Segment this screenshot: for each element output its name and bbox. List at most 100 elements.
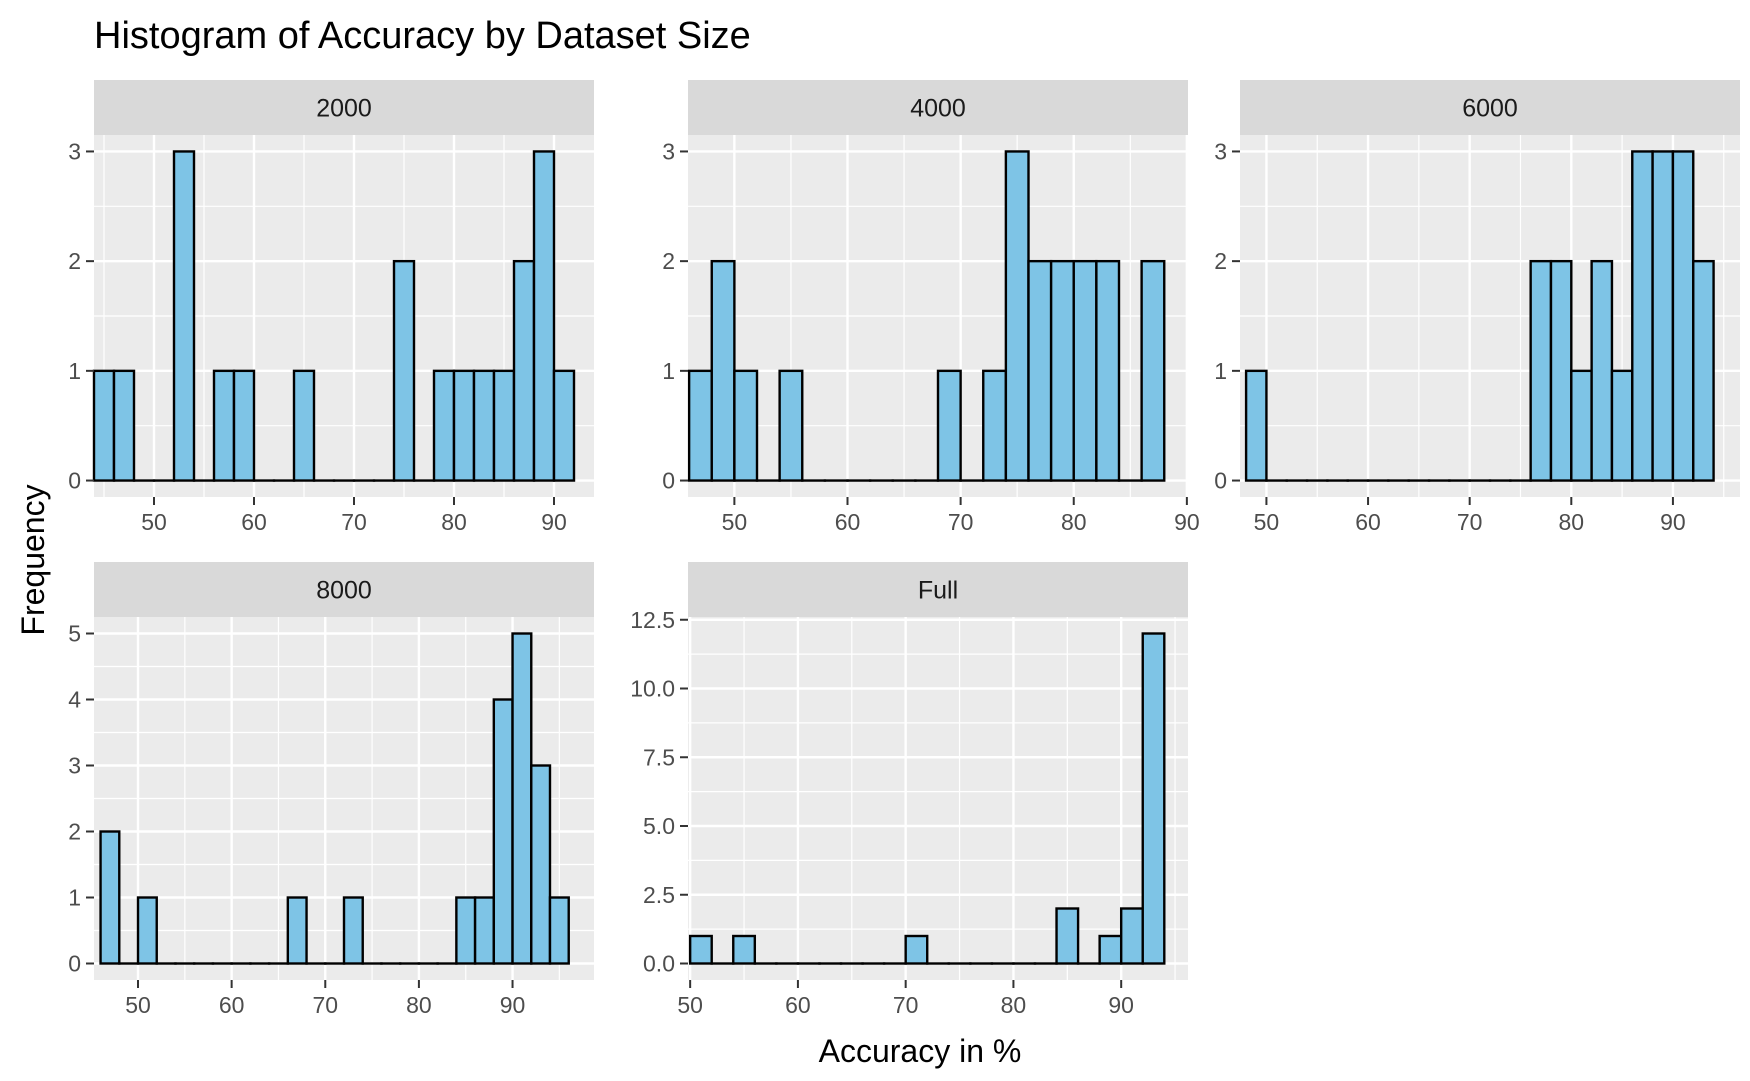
x-tick-label: 70: [312, 992, 338, 1018]
y-tick-label: 2: [68, 248, 81, 274]
facet-panel-8000: 8000 0 1 2 3 4 5 50 60 70 80 90: [68, 562, 594, 1018]
histogram-bar: [473, 896, 496, 965]
histogram-bar: [172, 150, 196, 482]
y-tick-label: 2: [68, 819, 81, 845]
x-tick-label: 60: [219, 992, 245, 1018]
x-tick-label: 50: [125, 992, 151, 1018]
x-tick-label: 70: [1457, 509, 1483, 535]
histogram-bar: [548, 896, 570, 965]
histogram-bar: [99, 830, 121, 965]
histogram-bar: [1140, 259, 1166, 482]
histogram-bar: [452, 369, 476, 482]
facet-strip: [94, 80, 594, 135]
facet-strip-label: 2000: [316, 95, 372, 123]
y-tick-label: 2.5: [643, 882, 675, 908]
facet-strip: [688, 80, 1188, 135]
histogram-bar: [492, 698, 514, 965]
histogram-bar: [286, 896, 308, 965]
x-tick-label: 80: [441, 509, 467, 535]
histogram-bar: [1631, 150, 1654, 482]
x-axis-label: Accuracy in %: [819, 1033, 1022, 1069]
x-tick-label: 60: [241, 509, 267, 535]
y-tick-label: 1: [662, 358, 675, 384]
facet-strip-label: 6000: [1462, 95, 1518, 123]
histogram-bar: [511, 632, 533, 965]
histogram-bar: [732, 934, 757, 965]
histogram-bar: [936, 369, 962, 482]
histogram-bar: [136, 896, 158, 965]
histogram-bar: [1119, 907, 1144, 965]
x-tick-label: 90: [500, 992, 526, 1018]
x-tick-label: 90: [1660, 509, 1686, 535]
y-tick-label: 0.0: [643, 951, 675, 977]
x-tick-label: 70: [948, 509, 974, 535]
histogram-bar: [1072, 259, 1098, 482]
histogram-bar: [1529, 259, 1553, 482]
y-tick-label: 3: [662, 138, 675, 164]
histogram-bar: [232, 369, 256, 482]
histogram-bar: [1141, 632, 1166, 965]
y-tick-label: 7.5: [643, 744, 675, 770]
panel-background: [688, 617, 1188, 980]
histogram-bar: [492, 369, 516, 482]
y-tick-label: 0: [662, 468, 675, 494]
histogram-bar: [1692, 259, 1715, 482]
y-tick-label: 4: [68, 687, 81, 713]
histogram-bar: [1549, 259, 1573, 482]
histogram-bar: [688, 934, 713, 965]
histogram-bar: [1095, 259, 1121, 482]
histogram-bar: [392, 259, 416, 482]
y-tick-label: 1: [1214, 358, 1227, 384]
y-tick-label: 3: [68, 138, 81, 164]
histogram-bar: [212, 369, 236, 482]
histogram-bar: [1055, 907, 1080, 965]
x-tick-label: 50: [722, 509, 748, 535]
facet-strip-label: 8000: [316, 577, 372, 605]
x-tick-label: 90: [541, 509, 567, 535]
x-tick-label: 70: [893, 992, 919, 1018]
x-tick-label: 80: [1061, 509, 1087, 535]
facet-strip: [1240, 80, 1740, 135]
y-tick-label: 0: [68, 951, 81, 977]
histogram-bar: [472, 369, 496, 482]
facet-strip: [688, 562, 1188, 617]
histogram-bar: [1098, 934, 1123, 965]
histogram-bar: [1244, 369, 1268, 482]
y-tick-label: 0: [68, 468, 81, 494]
facet-strip: [94, 562, 594, 617]
x-tick-label: 50: [677, 992, 703, 1018]
y-tick-label: 5.0: [643, 813, 675, 839]
histogram-bar: [112, 369, 136, 482]
histogram-bar: [710, 259, 736, 482]
histogram-bar: [778, 369, 804, 482]
y-tick-label: 12.5: [630, 607, 675, 633]
x-tick-label: 60: [1355, 509, 1381, 535]
y-tick-label: 0: [1214, 468, 1227, 494]
facet-panel-6000: 6000 0 1 2 3 50 60 70 80 90: [1214, 80, 1740, 535]
facet-strip-label: 4000: [910, 95, 966, 123]
histogram-bar: [1049, 259, 1075, 482]
x-tick-label: 80: [406, 992, 432, 1018]
facet-panel-4000: 4000 0 1 2 3 50 60 70 80 90: [662, 80, 1200, 535]
histogram-bar: [92, 369, 116, 482]
histogram-bar: [982, 369, 1008, 482]
histogram-bar: [1027, 259, 1053, 482]
histogram-bar: [432, 369, 456, 482]
x-tick-label: 50: [141, 509, 167, 535]
histogram-bar: [1570, 369, 1593, 482]
y-tick-label: 2: [1214, 248, 1227, 274]
x-tick-label: 60: [785, 992, 811, 1018]
y-axis-label: Frequency: [15, 484, 51, 635]
histogram-bar: [1004, 150, 1030, 482]
histogram-bar: [687, 369, 713, 482]
histogram-bar: [552, 369, 576, 482]
histogram-bar: [342, 896, 364, 965]
histogram-bar: [1651, 150, 1675, 482]
x-tick-label: 50: [1254, 509, 1280, 535]
chart-title: Histogram of Accuracy by Dataset Size: [94, 15, 751, 57]
x-tick-label: 70: [341, 509, 367, 535]
histogram-bar: [530, 764, 552, 965]
histogram-bar: [532, 150, 556, 482]
